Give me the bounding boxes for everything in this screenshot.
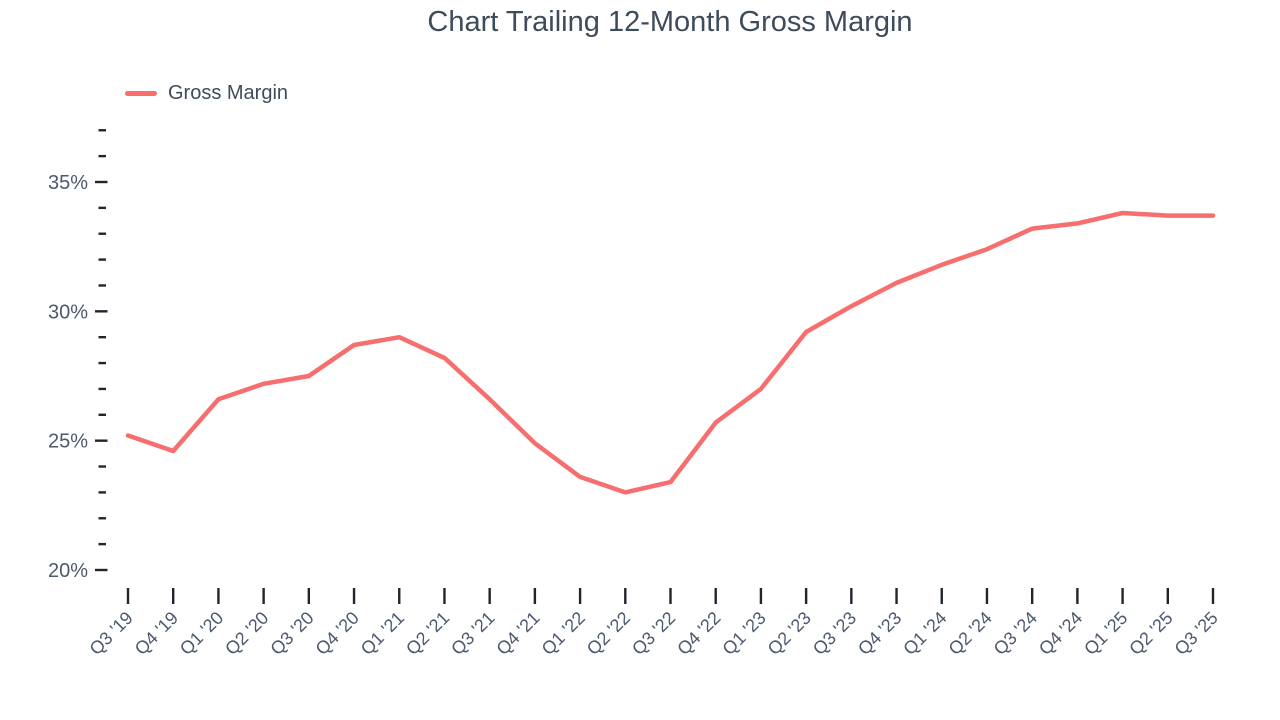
x-axis-label: Q3 '23 bbox=[809, 608, 860, 659]
x-axis-label: Q1 '25 bbox=[1080, 608, 1131, 659]
y-axis-label: 20% bbox=[48, 560, 88, 582]
x-axis-label: Q3 '20 bbox=[266, 608, 317, 659]
x-axis-label: Q1 '21 bbox=[357, 608, 408, 659]
legend-label: Gross Margin bbox=[168, 82, 289, 104]
x-axis-label: Q4 '22 bbox=[673, 608, 724, 659]
x-axis-label: Q3 '24 bbox=[990, 608, 1041, 659]
x-axis-label: Q1 '24 bbox=[899, 608, 950, 659]
x-axis-label: Q4 '24 bbox=[1035, 608, 1086, 659]
x-axis-label: Q1 '20 bbox=[176, 608, 227, 659]
x-axis-label: Q3 '25 bbox=[1171, 608, 1222, 659]
x-axis-label: Q4 '21 bbox=[492, 608, 543, 659]
x-axis-label: Q3 '19 bbox=[86, 608, 137, 659]
x-axis-label: Q2 '25 bbox=[1125, 608, 1176, 659]
x-axis-label: Q2 '23 bbox=[764, 608, 815, 659]
x-axis-label: Q3 '21 bbox=[447, 608, 498, 659]
legend-item-gross-margin[interactable]: Gross Margin bbox=[125, 82, 288, 105]
x-axis-label: Q3 '22 bbox=[628, 608, 679, 659]
y-axis-label: 30% bbox=[48, 301, 88, 323]
x-axis-label: Q1 '22 bbox=[538, 608, 589, 659]
y-axis-label: 35% bbox=[48, 172, 88, 194]
x-axis-label: Q2 '22 bbox=[583, 608, 634, 659]
x-axis-label: Q4 '20 bbox=[312, 608, 363, 659]
x-axis-label: Q2 '24 bbox=[945, 608, 996, 659]
x-axis-label: Q2 '20 bbox=[221, 608, 272, 659]
line-swatch-icon bbox=[125, 91, 157, 96]
x-axis-label: Q4 '23 bbox=[854, 608, 905, 659]
gross-margin-series-line[interactable] bbox=[125, 210, 1216, 495]
x-axis-label: Q1 '23 bbox=[718, 608, 769, 659]
x-axis-label: Q2 '21 bbox=[402, 608, 453, 659]
x-axis-label: Q4 '19 bbox=[131, 608, 182, 659]
chart-title: Chart Trailing 12-Month Gross Margin bbox=[427, 6, 913, 38]
y-axis-label: 25% bbox=[48, 431, 88, 453]
